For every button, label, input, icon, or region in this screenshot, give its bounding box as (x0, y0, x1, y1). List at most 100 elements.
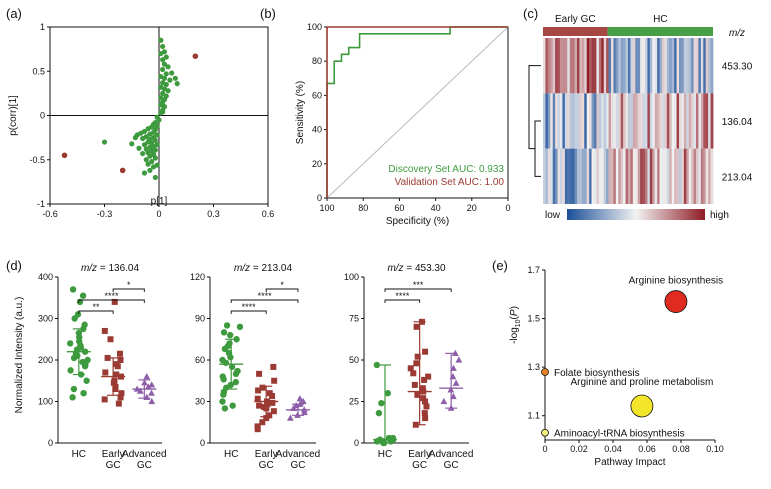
significance-bracket (78, 299, 145, 303)
x-tick-label: 0.06 (638, 444, 656, 454)
category-label: Early (102, 449, 125, 460)
y-tick-label: 0 (317, 193, 322, 203)
heatmap-cell (645, 93, 648, 149)
heatmap-cell (657, 148, 660, 204)
heatmap-cell (586, 93, 590, 149)
data-point (270, 363, 277, 370)
heatmap-cell (562, 93, 566, 149)
heatmap-cell (703, 38, 707, 94)
heatmap-cell (562, 38, 566, 94)
heatmap-cell (567, 38, 571, 94)
category-label: Advanced (122, 449, 166, 460)
data-point (375, 409, 383, 417)
heatmap-cell (615, 93, 619, 149)
x-tick-label: 0.08 (672, 444, 690, 454)
heatmap-cell (630, 93, 634, 149)
data-point (236, 323, 244, 330)
data-point (112, 386, 119, 393)
heatmap-cell (696, 38, 699, 94)
heatmap-cell (654, 93, 658, 149)
heatmap-cell (581, 38, 585, 94)
data-point (420, 395, 427, 402)
category-label: HC (72, 449, 86, 460)
heatmap-cell (596, 38, 600, 94)
heatmap-cell (552, 93, 556, 149)
data-point (419, 385, 426, 392)
scatter-point (147, 167, 153, 173)
heatmap-cell (572, 148, 575, 204)
row-label: 213.04 (722, 172, 753, 183)
pathway-panel: 0 0.02 0.04 0.06 0.08 0.10 1.1 1.3 1.5 1.7 Arginin… (509, 265, 724, 468)
group-label: Early GC (555, 14, 596, 25)
scatter-point (147, 153, 153, 159)
heatmap-cell (679, 38, 682, 94)
heatmap-cell (623, 148, 626, 204)
data-point (219, 398, 226, 405)
data-point (256, 370, 263, 377)
x-tick-label: 0 (542, 444, 547, 454)
heatmap-cell (574, 148, 578, 204)
category-label: HC (224, 449, 238, 460)
heatmap-cell (635, 93, 639, 149)
heatmap-cell (598, 148, 602, 204)
heatmap-cell (683, 93, 687, 149)
heatmap-cell (574, 38, 578, 94)
heatmap-cell (606, 148, 609, 204)
title-value: = 136.04 (97, 263, 139, 274)
roc-curve (326, 26, 508, 198)
title-mz: m/z (234, 263, 250, 274)
data-point (221, 345, 229, 353)
heatmap-cell (606, 93, 609, 149)
data-point (256, 402, 263, 409)
pathway-label: Arginine and proline metabolism (570, 377, 713, 388)
heatmap-cell (654, 38, 658, 94)
significance-label: * (127, 280, 131, 290)
y-tick-label: 50 (349, 355, 359, 365)
heatmap-cell (584, 148, 588, 204)
heatmap-cell (584, 93, 588, 149)
ylabel-sub: 10 (515, 319, 522, 327)
data-point (299, 397, 307, 405)
heatmap-cell (630, 148, 634, 204)
x-axis-title: Specificity (%) (386, 216, 449, 227)
heatmap-cell (649, 148, 653, 204)
heatmap-cell (557, 38, 561, 94)
x-tick-label: 0.04 (604, 444, 622, 454)
scatter-point (160, 90, 166, 96)
heatmap-cell (569, 93, 573, 149)
scatter-point (163, 54, 169, 60)
heatmap-cell (586, 148, 590, 204)
scatter-point (141, 170, 148, 176)
scatter-point (154, 162, 160, 168)
x-tick-label: 0.02 (570, 444, 588, 454)
panel-label: (b) (260, 6, 276, 21)
heatmap-panel: Early GC HC m/z 453.30 136.04 213.04 low high (528, 14, 753, 221)
heatmap-cell (647, 148, 651, 204)
data-point (66, 340, 74, 347)
data-point (220, 376, 227, 383)
data-point (148, 389, 155, 396)
heatmap-cell (589, 38, 592, 94)
scatter-point (165, 64, 171, 70)
heatmap-cell (669, 93, 673, 149)
data-point (117, 357, 124, 363)
y-tick-label: 60 (195, 355, 205, 365)
heatmap-cell (703, 148, 707, 204)
significance-label: ** (92, 302, 100, 312)
x-tick-label: 80 (358, 203, 368, 213)
heatmap-cell (691, 93, 694, 149)
heatmap-cell (664, 38, 668, 94)
heatmap-cell (679, 93, 682, 149)
color-legend (567, 209, 705, 220)
category-label: GC (412, 460, 427, 471)
significance-label: **** (258, 291, 273, 301)
data-point (452, 379, 460, 386)
data-point (414, 391, 421, 398)
group-bar (543, 27, 608, 36)
scatter-point (174, 81, 180, 87)
category-label: GC (290, 460, 305, 471)
significance-bracket (230, 310, 267, 314)
panel-label: (e) (492, 258, 508, 273)
significance-label: * (280, 280, 284, 290)
x-axis-title: Pathway Impact (594, 457, 665, 468)
